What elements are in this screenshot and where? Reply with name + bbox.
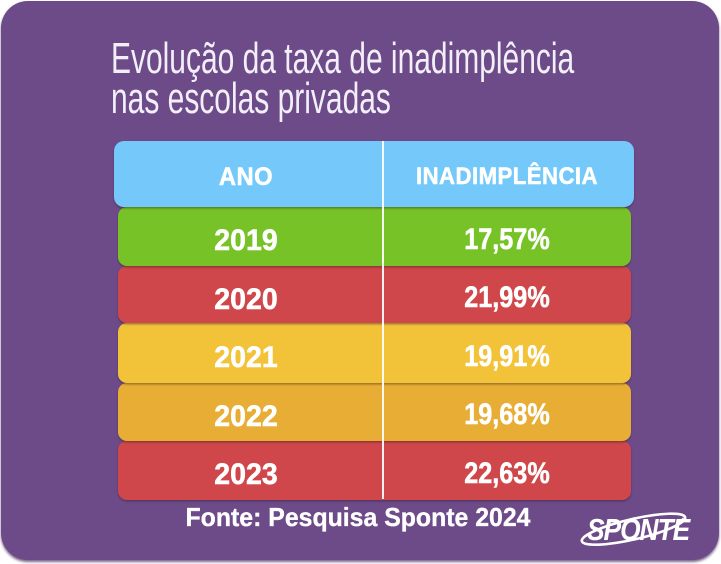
svg-text:SPONTE: SPONTE bbox=[587, 513, 691, 547]
